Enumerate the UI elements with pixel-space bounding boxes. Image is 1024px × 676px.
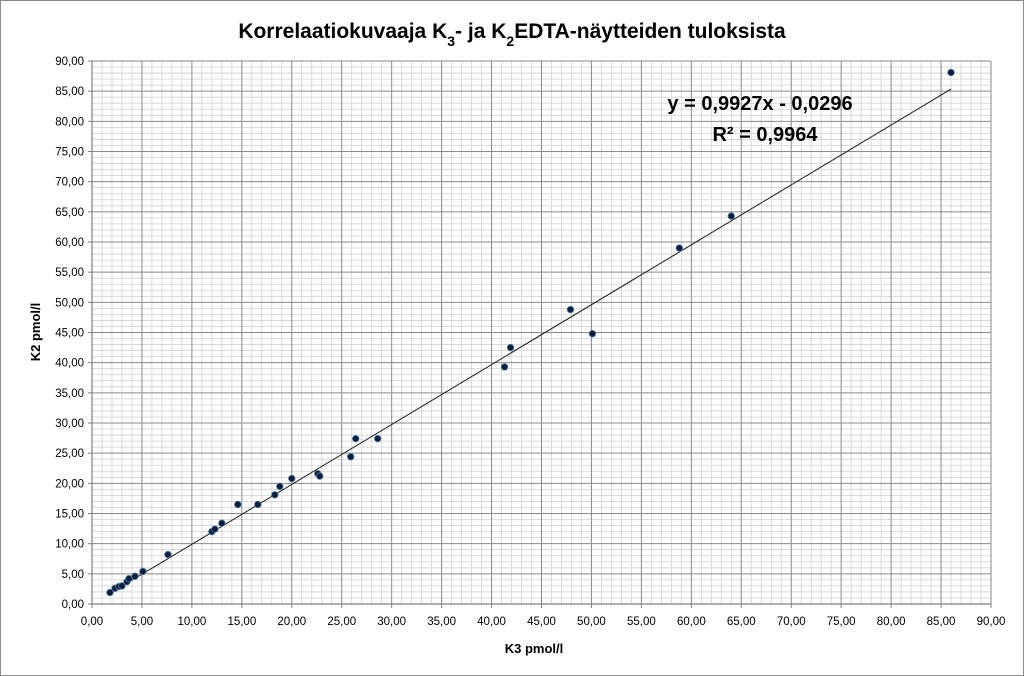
trendline-equation: y = 0,9927x - 0,0296 (667, 93, 852, 115)
data-point (271, 491, 279, 499)
data-point (288, 474, 296, 483)
data-point (566, 305, 575, 314)
trendline (109, 88, 952, 594)
chart-title-sub-2: 2 (506, 33, 514, 49)
chart-title-part-3: EDTA-näytteiden tuloksista (514, 20, 786, 43)
y-tick-label: 45,00 (55, 328, 84, 340)
x-tick-label: 15,00 (227, 616, 256, 628)
x-tick-label: 50,00 (577, 616, 606, 628)
data-point (218, 519, 226, 527)
data-point (500, 363, 509, 371)
data-point (254, 500, 262, 509)
x-tick-label: 0,00 (81, 616, 103, 628)
data-point (234, 500, 242, 509)
x-axis-label: K3 pmol/l (505, 641, 564, 656)
data-point (139, 567, 147, 576)
x-tick-label: 30,00 (377, 616, 406, 628)
x-tick-label: 60,00 (677, 616, 706, 628)
y-tick-label: 0,00 (62, 599, 84, 611)
y-axis-label: K2 pmol/l (28, 303, 43, 362)
x-tick-label: 45,00 (527, 616, 556, 628)
x-tick-labels: 0,00 5,00 10,00 15,00 20,00 25,00 30,00 35,00 40… (81, 604, 1006, 628)
data-point (131, 572, 139, 580)
x-tick-label: 65,00 (727, 616, 756, 628)
y-tick-label: 40,00 (55, 358, 84, 370)
x-tick-label: 90,00 (977, 616, 1006, 628)
x-tick-label: 55,00 (627, 616, 656, 628)
y-tick-label: 60,00 (55, 237, 84, 249)
grid (91, 60, 992, 605)
x-tick-label: 20,00 (277, 616, 306, 628)
trendline-group (109, 88, 952, 594)
x-tick-label: 5,00 (131, 616, 153, 628)
x-tick-label: 35,00 (427, 616, 456, 628)
y-tick-label: 30,00 (55, 418, 84, 430)
y-tick-label: 35,00 (55, 388, 84, 400)
data-point (118, 582, 126, 590)
data-point (352, 434, 360, 443)
x-tick-label: 10,00 (177, 616, 206, 628)
x-tick-label: 25,00 (327, 616, 356, 628)
y-tick-label: 20,00 (55, 478, 84, 490)
y-tick-label: 25,00 (55, 448, 84, 460)
data-point (727, 212, 735, 220)
data-point (588, 330, 597, 338)
data-point (373, 434, 382, 443)
data-point (164, 550, 172, 559)
y-tick-label: 80,00 (55, 116, 84, 128)
y-tick-label: 55,00 (55, 267, 84, 279)
y-tick-label: 70,00 (55, 177, 84, 189)
x-tick-label: 70,00 (777, 616, 806, 628)
y-tick-labels: 0,00 5,00 10,00 15,00 20,00 25,00 30,00 35,00 40… (55, 56, 92, 611)
y-tick-label: 65,00 (55, 207, 84, 219)
y-tick-label: 15,00 (55, 509, 84, 521)
chart-title-sub-1: 3 (447, 33, 455, 49)
data-point (675, 244, 684, 252)
data-point (347, 453, 355, 461)
y-tick-label: 50,00 (55, 297, 84, 309)
chart-title-part-2: - ja K (455, 20, 506, 43)
trendline-r-squared: R² = 0,9964 (712, 124, 818, 146)
y-tick-label: 75,00 (55, 147, 84, 159)
data-point (316, 472, 324, 480)
data-point (947, 68, 955, 77)
y-tick-label: 10,00 (55, 539, 84, 551)
data-point (506, 343, 515, 352)
chart-title: Korrelaatiokuvaaja K3- ja K2EDTA-näyttei… (238, 20, 786, 49)
x-tick-label: 75,00 (827, 616, 856, 628)
data-point (276, 482, 284, 491)
data-point (106, 588, 114, 597)
x-tick-label: 80,00 (877, 616, 906, 628)
y-tick-label: 90,00 (55, 56, 84, 68)
data-points (106, 68, 955, 597)
data-point (211, 525, 219, 533)
x-tick-label: 40,00 (477, 616, 506, 628)
x-tick-label: 85,00 (927, 616, 956, 628)
chart-title-part-1: Korrelaatiokuvaaja K (238, 20, 447, 43)
y-tick-label: 85,00 (55, 86, 84, 98)
y-tick-label: 5,00 (62, 569, 84, 581)
